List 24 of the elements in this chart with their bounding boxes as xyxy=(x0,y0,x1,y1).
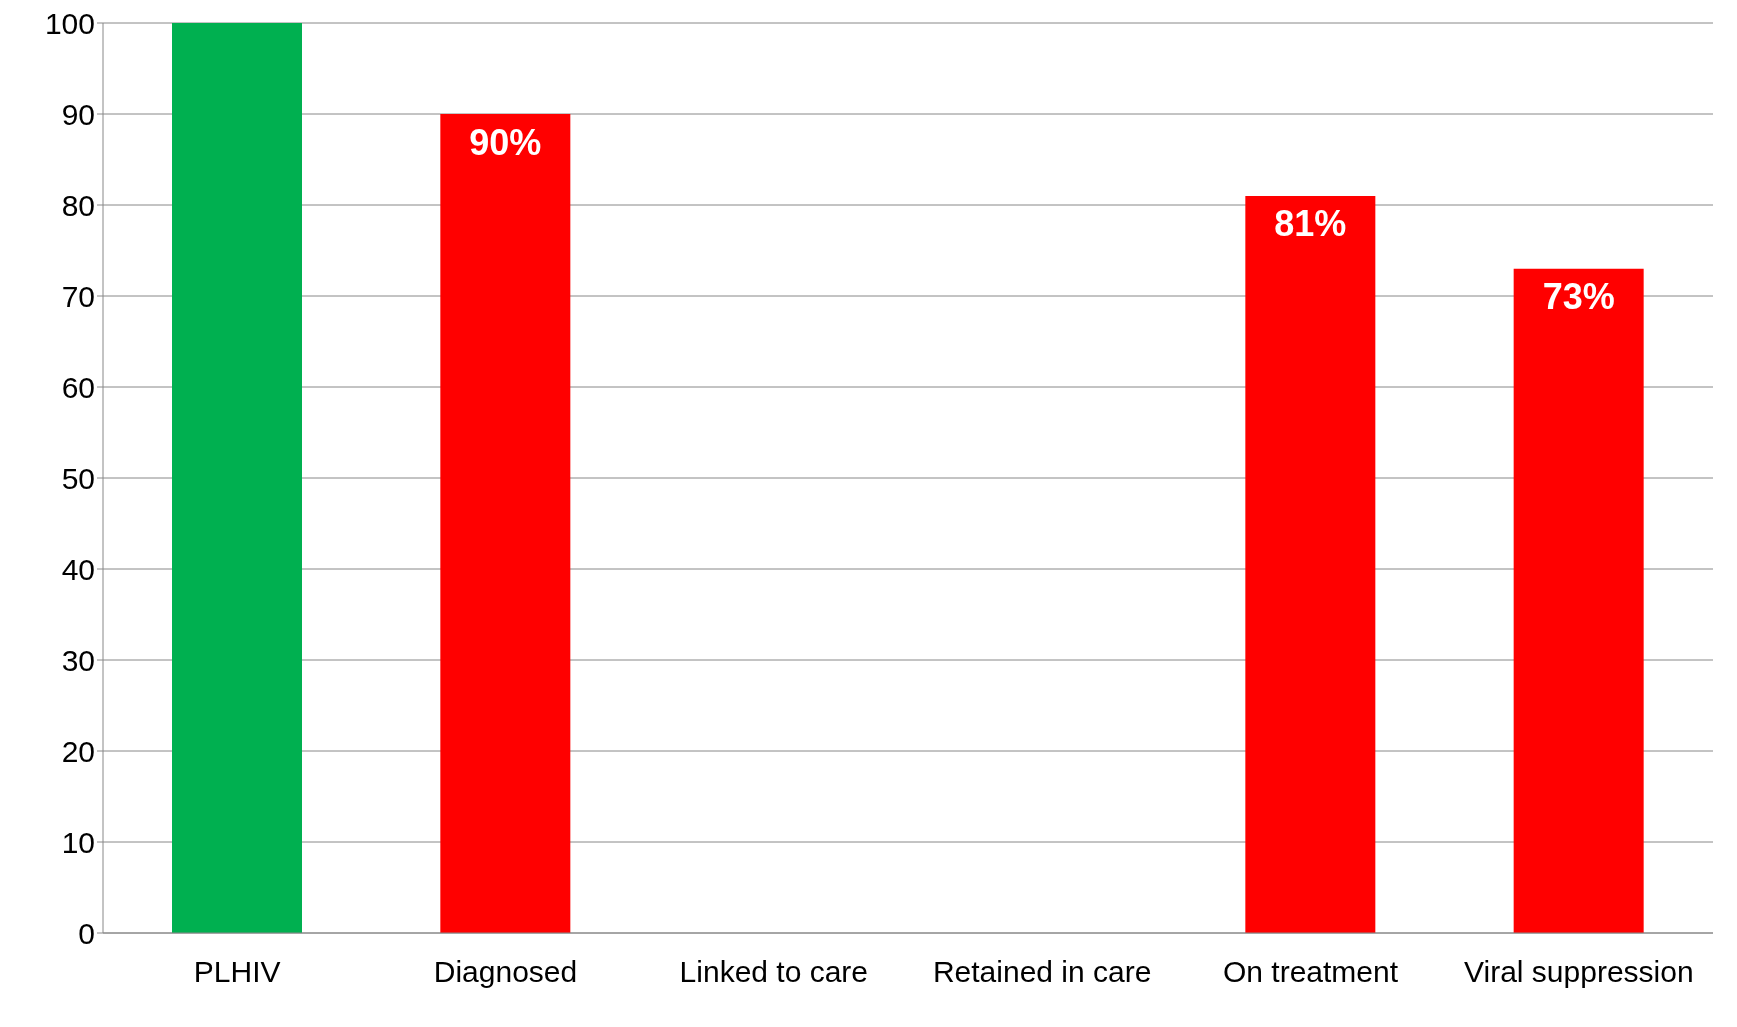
x-tick-label: Viral suppression xyxy=(1464,955,1694,989)
bar xyxy=(1245,195,1376,933)
bar xyxy=(440,114,571,933)
x-tick-label: Diagnosed xyxy=(433,955,578,989)
x-tick-label: PLHIV xyxy=(193,955,281,989)
y-tick-label: 10 xyxy=(61,825,95,859)
y-tick-label: 40 xyxy=(61,552,95,586)
y-tick-label: 50 xyxy=(61,461,95,495)
y-tick-label: 20 xyxy=(61,734,95,768)
y-tick-label: 60 xyxy=(61,370,95,404)
x-tick-label: On treatment xyxy=(1222,955,1399,989)
data-label: 73% xyxy=(1542,276,1615,318)
data-label: 81% xyxy=(1274,203,1347,245)
y-tick-label: 90 xyxy=(61,97,95,131)
data-label: 90% xyxy=(469,121,542,163)
y-tick-label: 0 xyxy=(78,916,95,950)
y-tick-label: 100 xyxy=(44,6,95,40)
bar xyxy=(172,23,302,933)
bar xyxy=(1513,268,1644,933)
y-tick-label: 30 xyxy=(61,643,95,677)
y-tick-label: 80 xyxy=(61,188,95,222)
x-tick-label: Linked to care xyxy=(679,955,869,989)
x-tick-label: Retained in care xyxy=(932,955,1152,989)
y-tick-label: 70 xyxy=(61,279,95,313)
